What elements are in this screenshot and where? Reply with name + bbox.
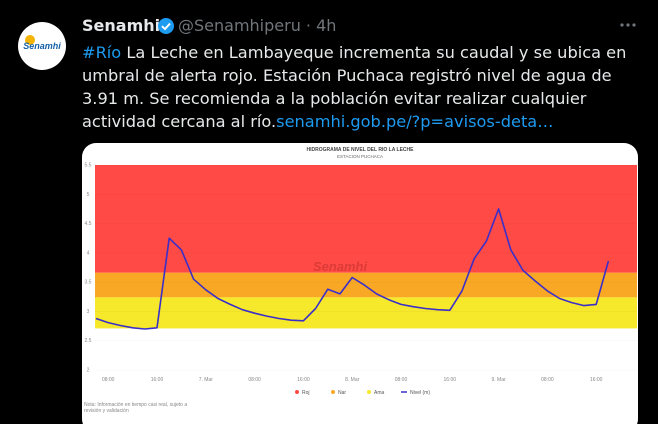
alert-band [95, 272, 637, 298]
author-name[interactable]: Senamhi [82, 16, 161, 35]
x-tick-label: 16:00 [444, 377, 457, 383]
y-tick-label: 5 [87, 192, 90, 198]
avatar[interactable]: Senamhi [0, 0, 80, 80]
tweet-body: La Leche en Lambayeque incrementa su cau… [82, 43, 627, 131]
x-tick-label: 8. Mar [345, 377, 360, 383]
x-tick-label: 08:00 [541, 377, 554, 383]
legend-swatch [295, 390, 299, 394]
legend-label: Ama [374, 390, 385, 396]
legend-label: Nar [338, 390, 346, 396]
x-tick-label: 16:00 [297, 377, 310, 383]
y-tick-label: 3 [87, 309, 90, 315]
x-tick-label: 9. Mar [492, 377, 507, 383]
tweet-text: #Río La Leche en Lambayeque incrementa s… [82, 41, 652, 133]
chart-subtitle: ESTACION PUCHACA [337, 154, 383, 159]
alert-band [95, 297, 637, 329]
level-line [95, 208, 610, 330]
x-tick-label: 08:00 [395, 377, 408, 383]
x-tick-label: 08:00 [248, 377, 261, 383]
author-meta[interactable]: @Senamhiperu · 4h [178, 16, 337, 35]
chart-note: Nota: Información en tiempo casi real, s… [84, 402, 188, 414]
y-tick-label: 2.5 [85, 338, 92, 344]
chart-image[interactable]: HIDROGRAMA DE NIVEL DEL RIO LA LECHE EST… [82, 143, 638, 424]
y-tick-label: 3.5 [85, 280, 92, 286]
verified-badge [158, 18, 174, 34]
legend-label: Nivel (m) [410, 390, 430, 396]
y-tick-label: 2 [87, 368, 90, 374]
legend-swatch [367, 390, 371, 394]
hashtag[interactable]: #Río [82, 43, 122, 62]
tweet-link[interactable]: senamhi.gob.pe/?p=avisos-deta… [276, 112, 554, 131]
y-tick-label: 5.5 [85, 163, 92, 169]
avatar-logo: Senamhi [23, 41, 61, 51]
x-tick-label: 16:00 [590, 377, 603, 383]
alert-band [95, 165, 637, 273]
y-tick-label: 4.5 [85, 221, 92, 227]
x-tick-label: 08:00 [102, 377, 115, 383]
chart-title: HIDROGRAMA DE NIVEL DEL RIO LA LECHE [307, 147, 415, 153]
y-tick-label: 4 [87, 250, 90, 256]
x-tick-label: 7. Mar [199, 377, 214, 383]
legend-label: Roj [302, 390, 310, 396]
watermark: Senamhi [313, 259, 368, 274]
legend-swatch [331, 390, 335, 394]
more-menu[interactable] [618, 18, 638, 32]
x-tick-label: 16:00 [151, 377, 164, 383]
